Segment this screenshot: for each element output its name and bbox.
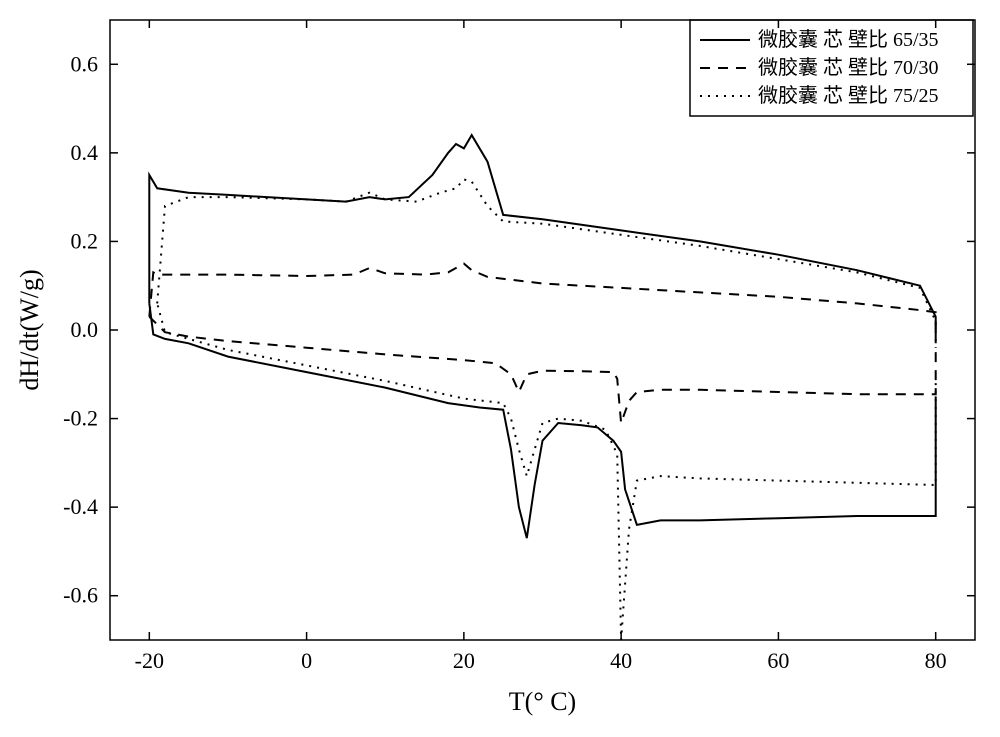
series-line (149, 135, 935, 343)
y-tick-label: 0.6 (71, 51, 99, 76)
plot-border (110, 20, 975, 640)
y-tick-label: 0.2 (71, 228, 99, 253)
x-tick-label: 60 (767, 648, 789, 673)
x-axis-title: T(° C) (509, 687, 576, 716)
x-tick-label: 80 (925, 648, 947, 673)
dsc-chart: -20 0 20 40 60 80 T(° C) -0.6 -0.4 -0.2 0.0 0.2 0.4 0… (0, 0, 1000, 737)
chart-svg: -20 0 20 40 60 80 T(° C) -0.6 -0.4 -0.2 0.0 0.2 0.4 0… (0, 0, 1000, 737)
x-tick-label: 0 (301, 648, 312, 673)
y-tick-label: -0.2 (63, 406, 98, 431)
y-tick-label: -0.4 (63, 494, 98, 519)
y-tick-label: 0.4 (71, 140, 99, 165)
x-tick-label: -20 (135, 648, 164, 673)
x-tick-label: 40 (610, 648, 632, 673)
legend-label: 微胶囊 芯 壁比 65/35 (758, 28, 939, 51)
y-tick-label: 0.0 (71, 317, 99, 342)
series-line (149, 264, 935, 339)
y-axis-title: dH/dt(W/g) (15, 269, 44, 390)
series-line (149, 317, 935, 423)
x-tick-label: 20 (453, 648, 475, 673)
series-line (149, 303, 935, 538)
y-tick-label: -0.6 (63, 583, 98, 608)
series-line (157, 303, 936, 640)
legend-label: 微胶囊 芯 壁比 75/25 (758, 84, 939, 107)
legend-label: 微胶囊 芯 壁比 70/30 (758, 56, 939, 79)
